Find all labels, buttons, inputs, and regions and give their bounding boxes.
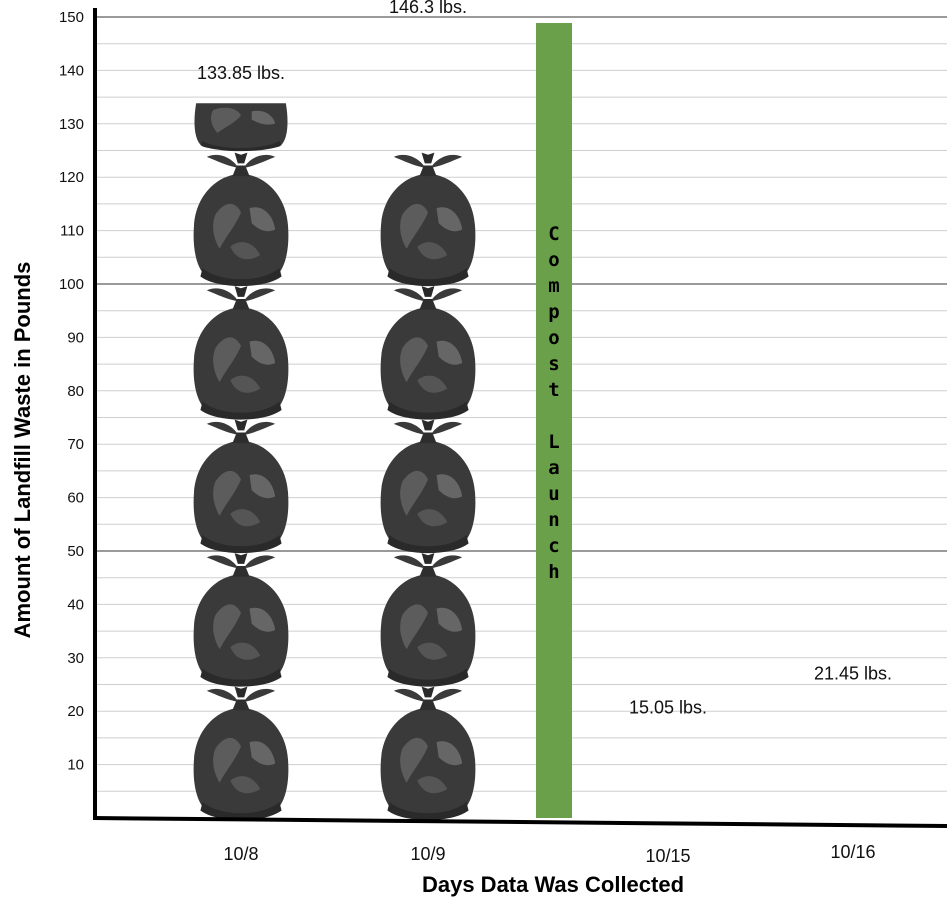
compost-launch-letter: u — [548, 483, 559, 505]
trash-bag-icon — [193, 286, 289, 420]
x-tick-label: 10/9 — [410, 844, 445, 864]
data-labels: 133.85 lbs. 146.3 lbs. 15.05 lbs. 21.45 lbs… — [197, 0, 892, 718]
y-axis-ticks: 10 20 30 40 50 60 70 80 90 100 110 120 130 140 150 — [59, 9, 84, 774]
y-tick-label: 110 — [60, 223, 84, 240]
trash-bag-icon — [193, 419, 289, 554]
trash-bag-icon — [380, 419, 476, 554]
compost-launch-letter: t — [548, 379, 559, 401]
data-label: 21.45 lbs. — [814, 663, 892, 683]
x-tick-label: 10/15 — [645, 846, 690, 866]
partial-trash-bag-icon — [194, 103, 288, 152]
y-tick-label: 60 — [67, 490, 84, 507]
trash-bag-icon — [193, 686, 289, 821]
y-tick-label: 90 — [67, 329, 84, 346]
y-tick-label: 40 — [67, 596, 84, 613]
partial-trash-bag-icon — [621, 739, 716, 819]
trash-bag-icon — [380, 152, 476, 287]
axes — [92, 8, 947, 828]
compost-launch-letter: m — [548, 275, 559, 297]
bar-10/15 — [621, 739, 716, 819]
y-tick-label: 80 — [67, 383, 84, 400]
bar-10/16 — [806, 705, 901, 820]
y-tick-label: 100 — [59, 276, 84, 293]
x-axis-line — [92, 816, 947, 828]
data-label: 133.85 lbs. — [197, 63, 285, 83]
compost-launch-bar — [536, 23, 572, 818]
y-tick-label: 120 — [59, 169, 84, 186]
compost-launch-letter: C — [548, 223, 559, 245]
x-axis-categories: 10/8 10/9 10/15 10/16 — [223, 842, 875, 866]
y-tick-label: 150 — [59, 9, 84, 26]
partial-trash-bag-icon — [381, 39, 476, 153]
compost-launch-letter: s — [548, 353, 559, 375]
x-axis-title: Days Data Was Collected — [422, 872, 684, 897]
y-tick-label: 70 — [67, 436, 84, 453]
compost-launch-letter: n — [548, 509, 559, 531]
compost-launch-letter: L — [548, 431, 559, 453]
y-axis-title: Amount of Landfill Waste in Pounds — [10, 262, 35, 639]
compost-launch-letter: h — [548, 561, 559, 583]
trash-bag-icon — [193, 553, 289, 687]
compost-launch-letter: c — [548, 535, 559, 557]
y-tick-label: 50 — [67, 543, 84, 560]
x-tick-label: 10/8 — [223, 844, 258, 864]
data-label: 15.05 lbs. — [629, 698, 707, 718]
bar-10/8 — [193, 103, 289, 821]
compost-launch-letter: o — [548, 249, 559, 271]
y-tick-label: 130 — [59, 116, 84, 133]
compost-launch-letter: o — [548, 327, 559, 349]
compost-launch-letter: a — [548, 457, 559, 479]
trash-bag-icon — [380, 686, 476, 821]
x-tick-label: 10/16 — [830, 842, 875, 862]
y-tick-label: 20 — [67, 703, 84, 720]
y-tick-label: 10 — [67, 757, 84, 774]
compost-launch-letter: p — [548, 301, 559, 323]
trash-bag-icon — [193, 152, 289, 287]
bar-10/9 — [380, 39, 476, 821]
data-label: 146.3 lbs. — [389, 0, 467, 17]
trash-bag-icon — [380, 553, 476, 687]
trash-bag-icon — [380, 286, 476, 420]
partial-trash-bag-icon — [806, 705, 901, 820]
y-tick-label: 140 — [59, 62, 84, 79]
y-tick-label: 30 — [67, 650, 84, 667]
